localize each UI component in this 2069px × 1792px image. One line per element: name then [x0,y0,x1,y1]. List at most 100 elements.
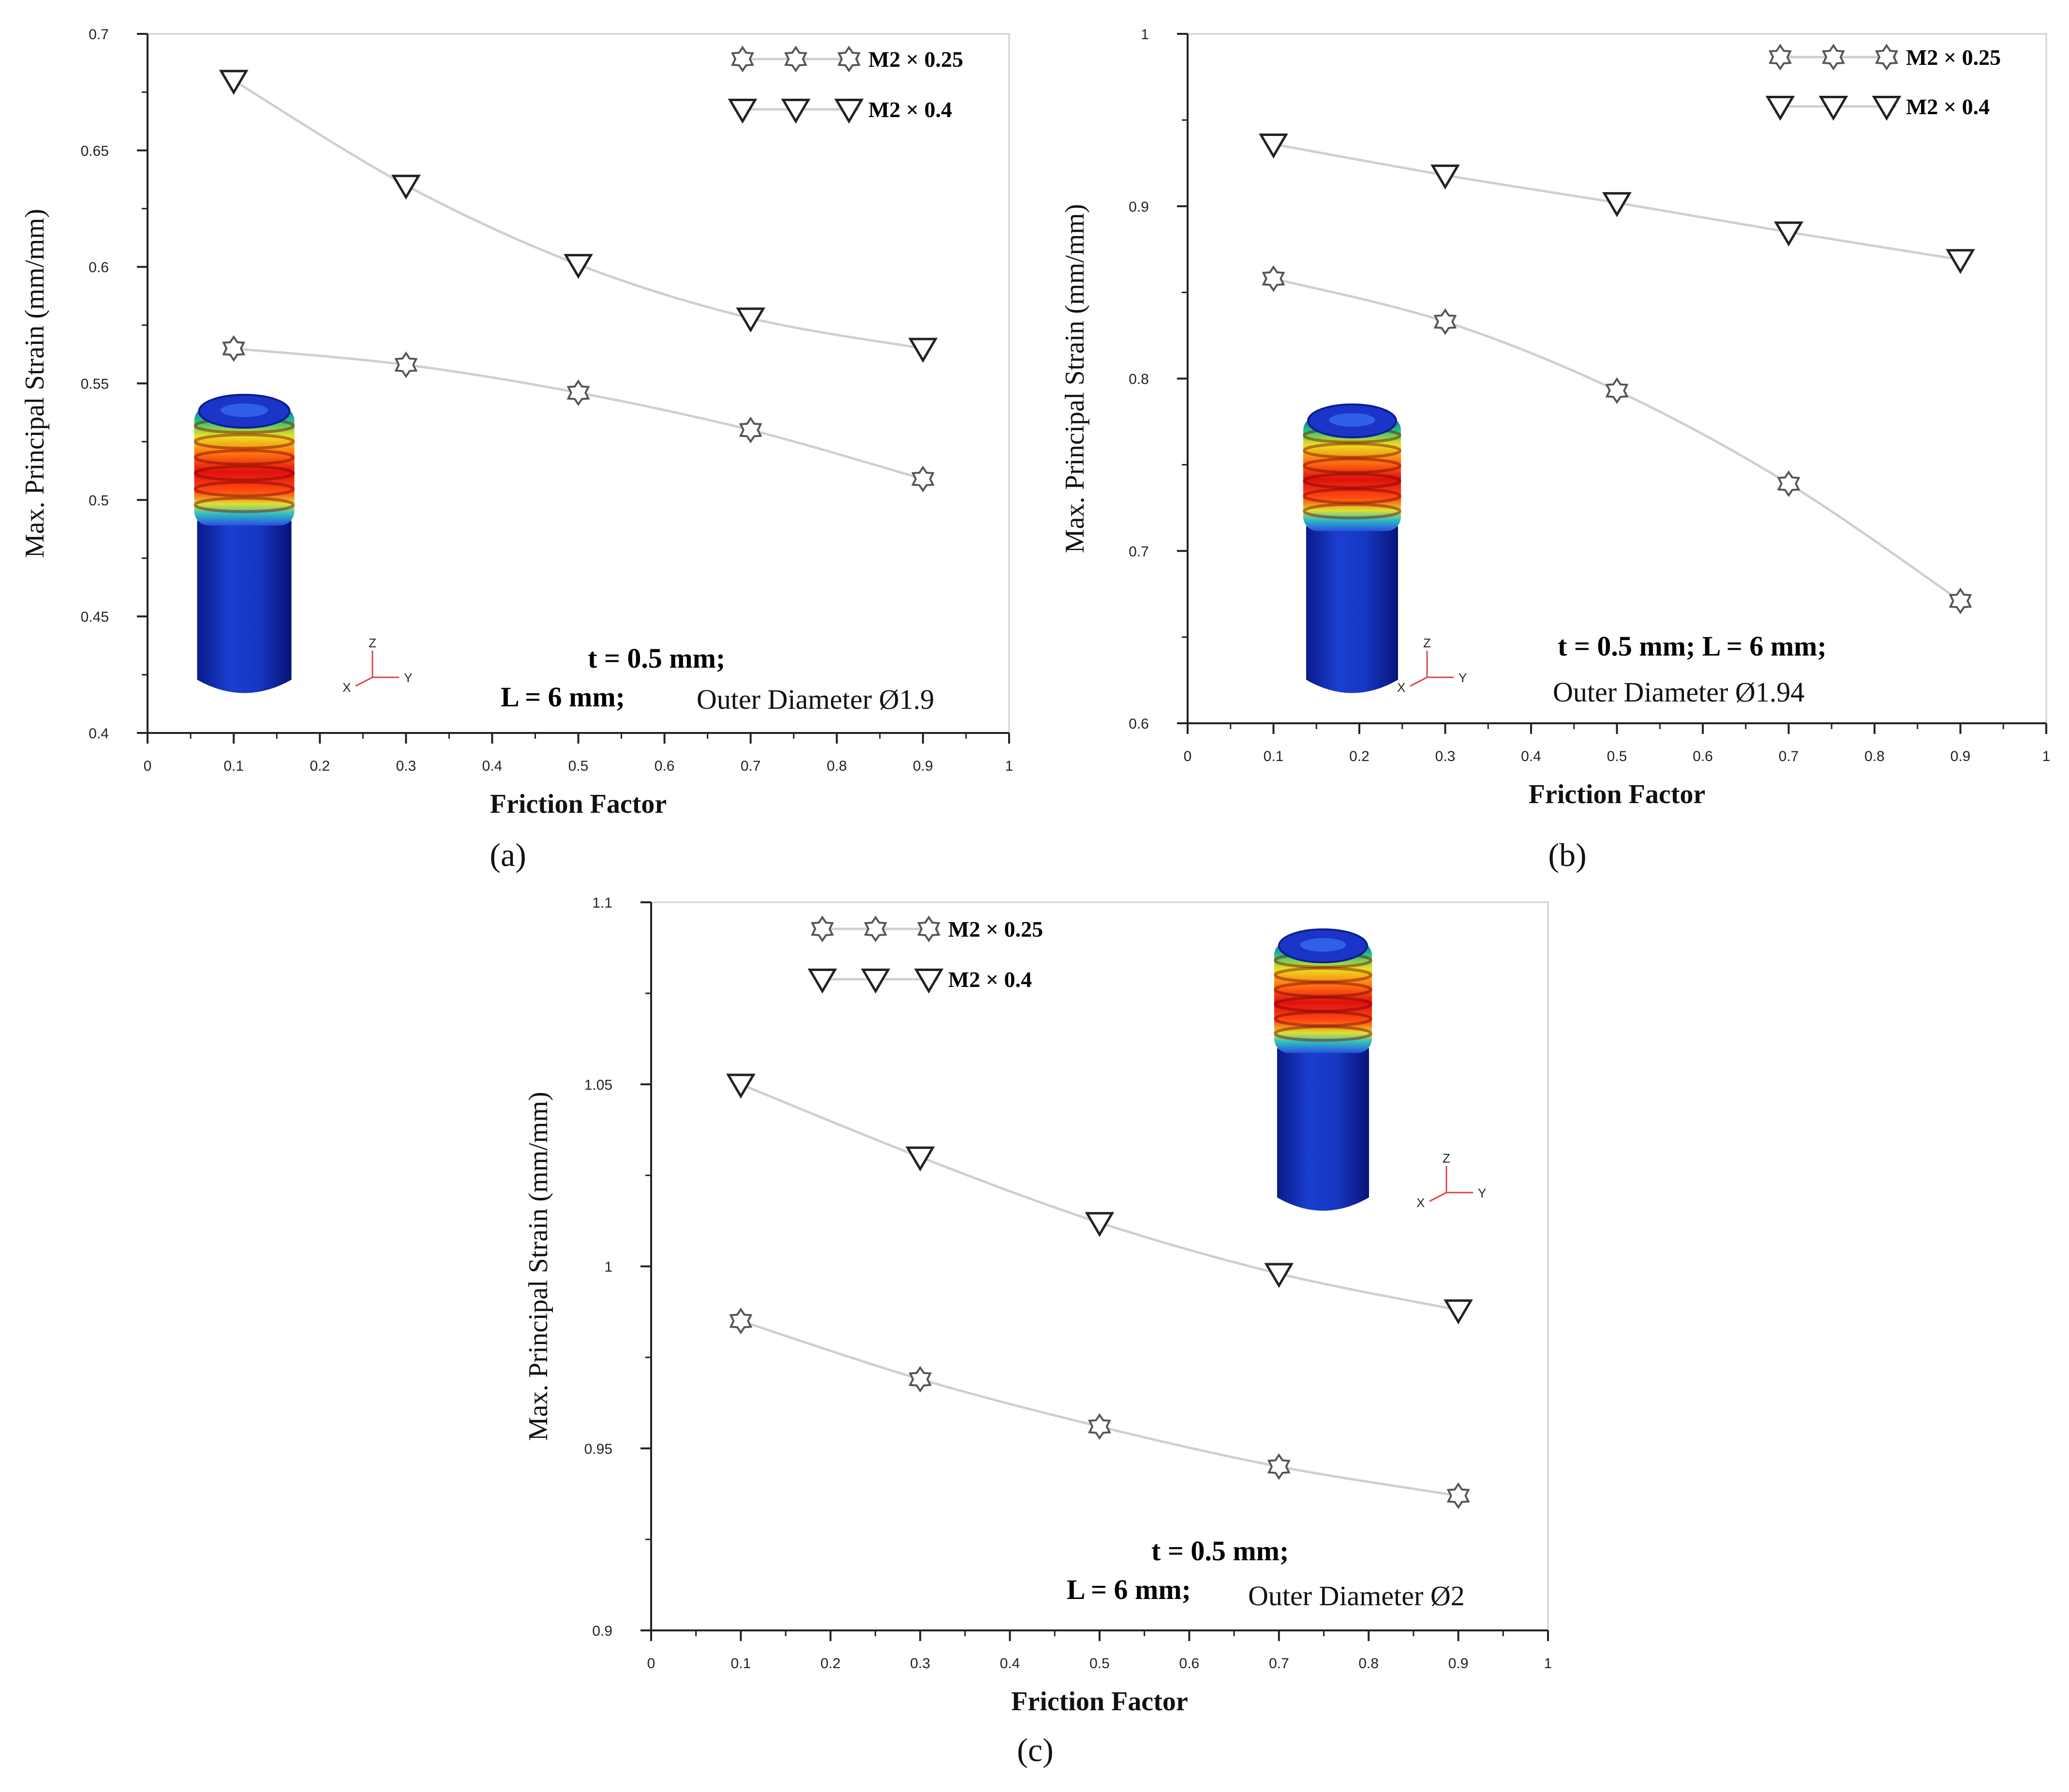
bolt-thread-ridge [1303,442,1401,459]
panel-label: (a) [490,836,526,873]
bolt-thread-ridge [194,496,295,513]
legend-marker [1769,44,1792,71]
data-point-series-1 [726,1074,756,1099]
triad-z-label: Z [1443,1151,1450,1165]
legend-marker [914,969,944,994]
data-point-series-0 [1262,265,1285,292]
bolt-thread-ridge [1303,503,1401,520]
data-point-series-1 [1264,1263,1294,1288]
bolt-shank [1306,526,1398,693]
x-tick-label: 0.3 [396,758,416,774]
x-tick-label: 0.2 [310,758,330,774]
annotation-length: L = 6 mm; [501,681,625,713]
x-tick-label: 0.4 [1000,1656,1020,1672]
x-tick-label: 1 [1544,1656,1552,1672]
y-axis-label: Max. Principal Strain (mm/mm) [523,1092,553,1441]
x-tick-label: 0 [1184,748,1192,764]
data-point-series-0 [1267,1453,1291,1480]
legend-marker [837,45,861,73]
x-axis-label: Friction Factor [490,789,667,819]
x-tick-label: 0.7 [1779,748,1799,764]
legend-marker [834,99,864,124]
x-tick-label: 0.3 [1435,748,1456,764]
data-point-series-1 [736,307,766,333]
data-point-series-0 [911,465,935,493]
legend-marker [1875,44,1898,71]
panel-label: (b) [1548,836,1586,873]
data-point-series-1 [1259,134,1288,159]
triad-x-label: X [1416,1195,1425,1210]
annotation-length: L = 6 mm; [1067,1574,1191,1605]
y-tick-label: 1 [1141,27,1149,43]
bolt-thread-ridge [194,433,295,450]
legend-marker [811,915,834,942]
y-tick-label: 0.45 [81,609,109,625]
data-point-series-0 [1088,1413,1111,1440]
y-tick-label: 0.65 [81,143,109,159]
legend-label: M2 × 0.25 [1906,45,2001,70]
legend-marker [784,45,807,73]
bolt-threads [1274,941,1372,1053]
x-tick-label: 0.3 [910,1656,930,1672]
bolt-thread-ridge [194,480,295,497]
y-tick-label: 0.7 [1129,544,1149,560]
x-axis-label: Friction Factor [1529,779,1705,809]
annotation-diameter: Outer Diameter Ø2 [1248,1580,1465,1612]
data-point-series-1 [1602,192,1632,217]
x-tick-label: 0.8 [1864,748,1885,764]
bolt-thread-ridge [1274,1011,1372,1027]
annotation-diameter: Outer Diameter Ø1.94 [1553,676,1804,708]
x-tick-label: 0 [144,758,152,774]
triad-x-label: X [1397,680,1405,695]
x-tick-label: 0.1 [223,758,244,774]
triad-y-label: Y [1478,1186,1486,1200]
y-tick-label: 0.7 [89,27,109,43]
legend-marker [1872,96,1902,121]
bolt-thread-ridge [1274,967,1372,984]
triad-x-label: X [342,680,351,695]
annotation-params: t = 0.5 mm; [588,642,725,674]
triad-x-axis [1429,1192,1447,1202]
y-tick-label: 0.6 [1129,716,1149,732]
x-tick-label: 0.8 [827,758,847,774]
x-tick-label: 0.6 [1179,1656,1200,1672]
x-tick-label: 0.8 [1358,1656,1379,1672]
bolt-threads [194,406,295,526]
series-line-0 [233,347,923,480]
bolt-thread-ridge [1303,488,1401,505]
chart-panel-b: Z Y X 0 0.1 0.2 0.3 0.4 0.5 0.6 0.7 0.8 0.9 1 0.6 0.7 0.… [1060,27,2050,873]
x-tick-label: 0.9 [1448,1656,1469,1672]
x-tick-label: 1 [1005,758,1013,774]
y-tick-label: 0.6 [89,260,109,276]
bolt-head-highlight [221,403,268,417]
triad-z-label: Z [1423,636,1431,650]
data-point-series-1 [564,254,593,279]
legend-label: M2 × 0.4 [868,97,952,122]
x-tick-label: 0.4 [482,758,503,774]
triad-z-label: Z [369,636,376,650]
x-tick-label: 0.5 [568,758,589,774]
x-tick-label: 1 [2042,748,2051,764]
y-tick-label: 1.1 [592,895,612,911]
data-point-series-1 [1444,1299,1473,1325]
legend-marker [728,99,758,124]
legend-marker [781,99,811,124]
y-tick-label: 0.4 [89,726,109,742]
x-tick-label: 0.6 [655,758,675,774]
bolt-head-highlight [1329,413,1375,427]
x-tick-label: 0.7 [1269,1656,1289,1672]
bolt-shank [197,521,292,693]
bolt-thread-ridge [194,449,295,466]
data-point-series-0 [1446,1482,1470,1509]
x-axis-label: Friction Factor [1011,1687,1188,1717]
y-tick-label: 0.95 [584,1441,612,1457]
y-tick-label: 0.5 [89,493,109,508]
bolt-threads [1303,416,1401,531]
bolt-thread-ridge [1303,457,1401,474]
x-tick-label: 0.2 [1349,748,1369,764]
data-point-series-0 [566,379,590,406]
legend-marker [807,969,837,994]
y-tick-label: 0.9 [1129,199,1149,215]
plot-frame [650,901,1549,1631]
